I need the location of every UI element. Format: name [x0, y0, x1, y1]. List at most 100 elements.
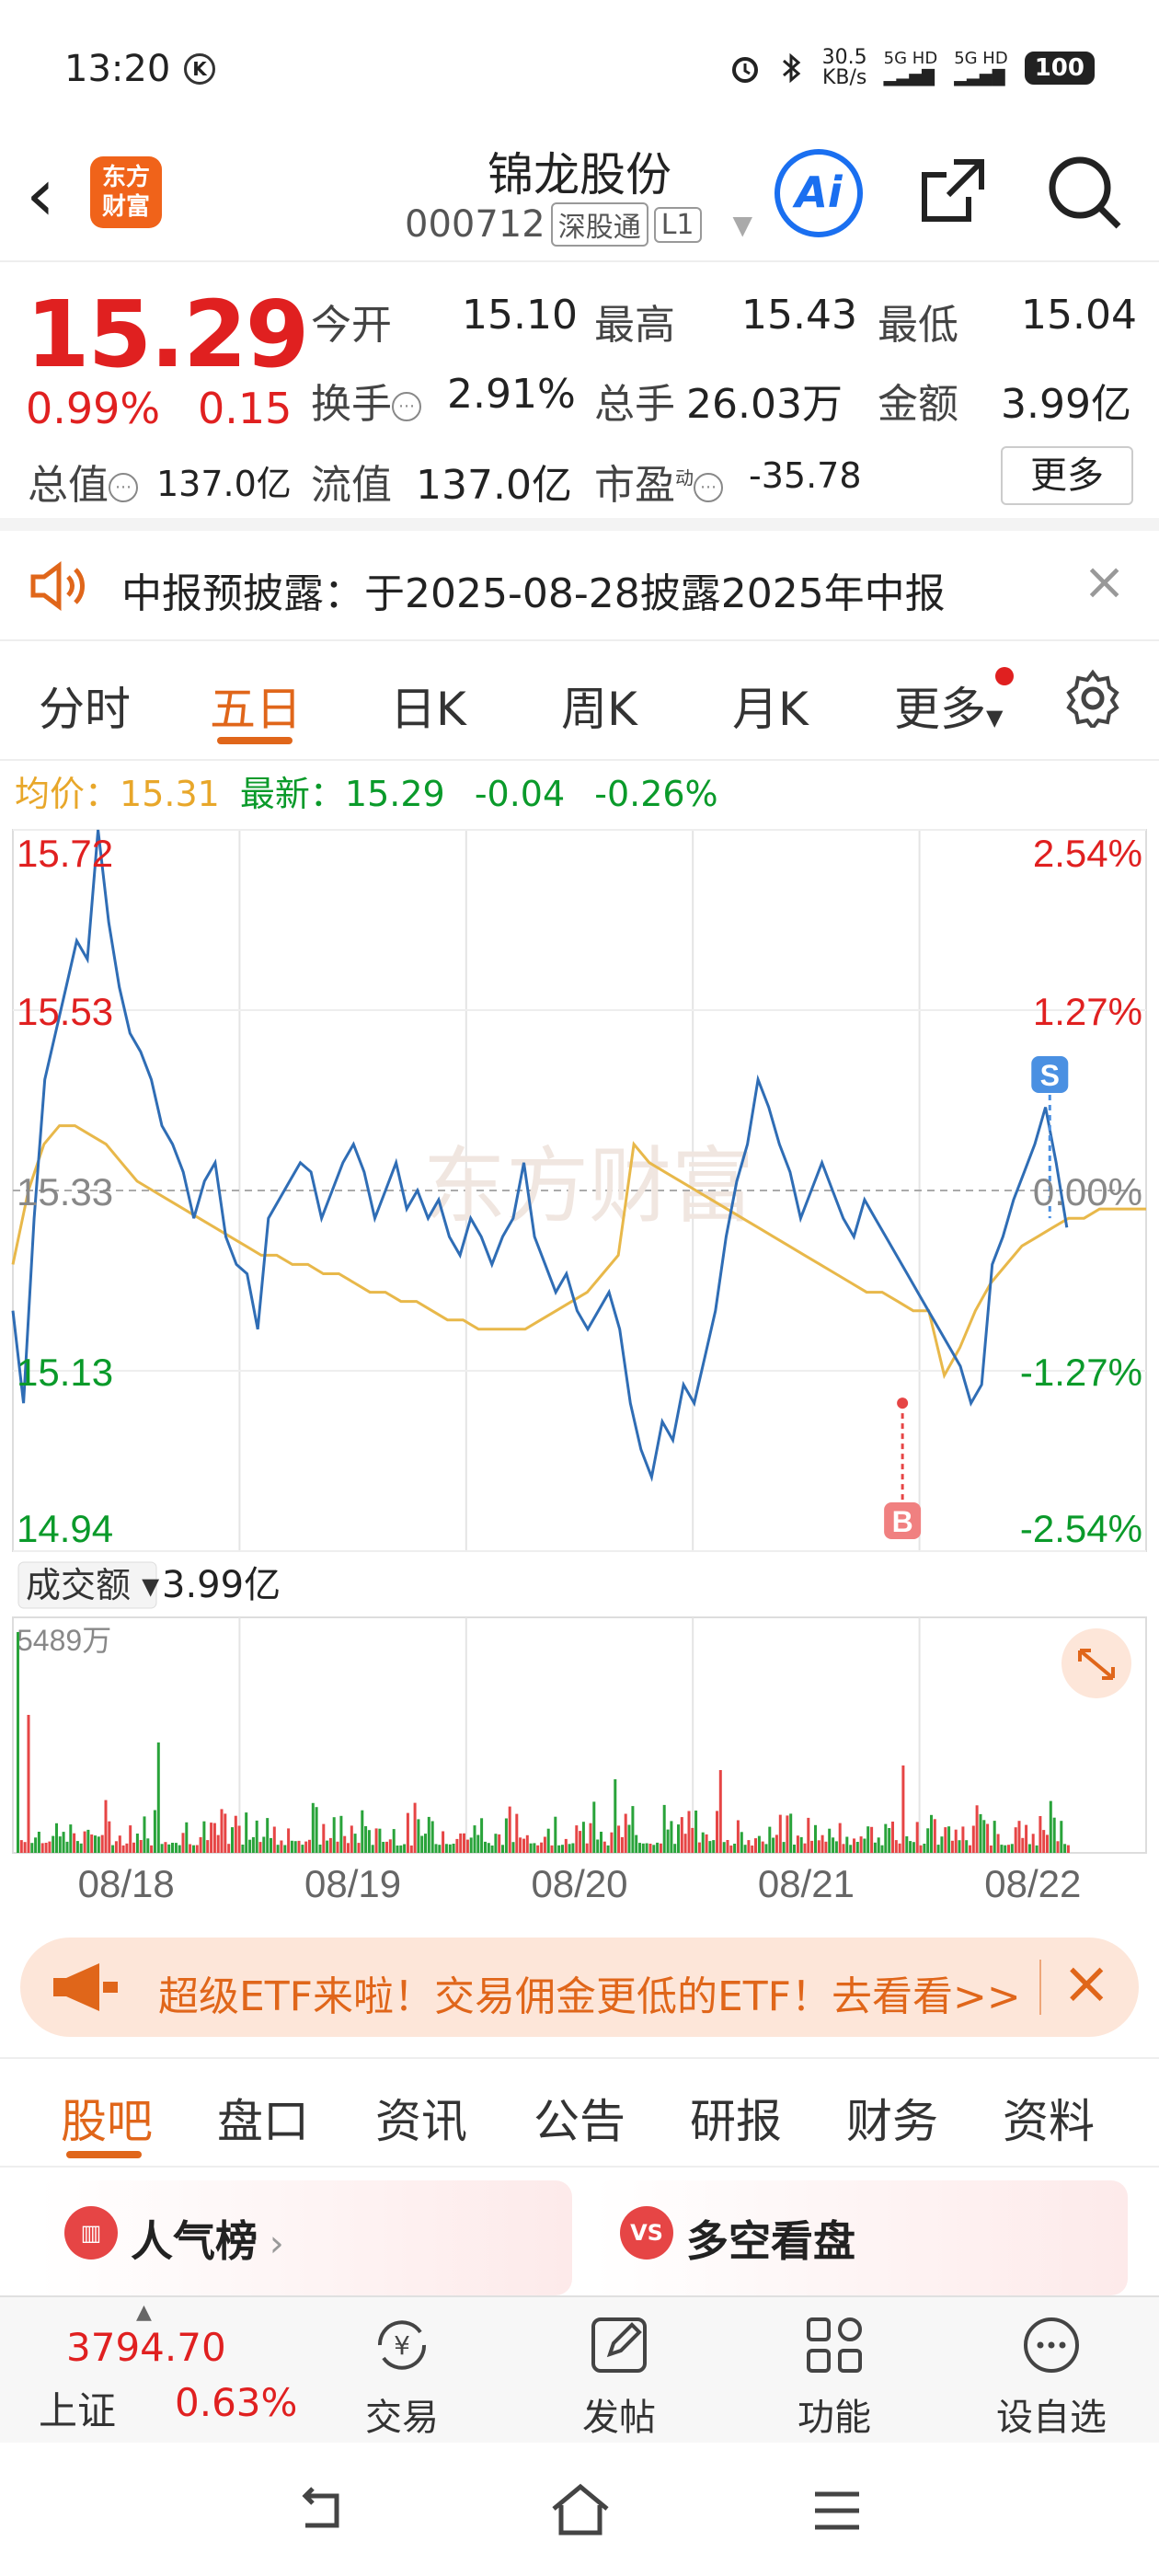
volume-bar: [382, 1842, 385, 1853]
promo-banner[interactable]: 超级ETF来啦！交易佣金更低的ETF！去看看>> ×: [20, 1938, 1139, 2037]
tab-news[interactable]: 资讯: [375, 2095, 467, 2148]
float-value: 137.0亿: [416, 462, 572, 509]
volume-bar: [891, 1822, 894, 1853]
index-pct[interactable]: 0.63%: [175, 2380, 298, 2425]
latest-label: 最新：: [239, 774, 345, 814]
back-icon[interactable]: ‹: [26, 152, 55, 237]
tab-more[interactable]: 更多▼: [894, 683, 1004, 736]
y-axis-label-left: 15.33: [17, 1170, 113, 1213]
volume-bar: [181, 1833, 185, 1853]
volume-bar: [775, 1834, 778, 1853]
volume-bar: [648, 1844, 652, 1853]
volume-bar: [17, 1632, 19, 1853]
volume-bar: [94, 1835, 97, 1853]
volume-bar: [353, 1834, 357, 1853]
notice-bar[interactable]: 中报预披露：于2025-08-28披露2025年中报 ×: [0, 531, 1159, 641]
volume-bar: [1004, 1845, 1007, 1853]
back-nav-icon[interactable]: [294, 2483, 350, 2538]
close-icon[interactable]: ×: [1083, 552, 1126, 612]
volume-bar: [656, 1842, 660, 1853]
volume-bar: [873, 1842, 877, 1853]
ai-button[interactable]: Ai: [775, 149, 863, 237]
volume-bar: [438, 1845, 442, 1853]
volume-bar: [58, 1836, 62, 1853]
volume-bar: [164, 1842, 167, 1853]
volume-bar: [367, 1830, 371, 1853]
volume-bar: [498, 1834, 501, 1853]
nav-post[interactable]: 发帖: [550, 2310, 688, 2439]
sell-marker: [1031, 1056, 1069, 1093]
tab-profile[interactable]: 资料: [1003, 2095, 1095, 2148]
y-axis-label-left: 15.53: [17, 990, 113, 1033]
card-title: 多空看盘: [686, 2216, 855, 2266]
volume-bar: [125, 1843, 129, 1853]
post-icon: [591, 2317, 647, 2373]
tab-forum[interactable]: 股吧: [61, 2095, 153, 2148]
volume-bar: [266, 1818, 270, 1853]
volume-bar: [729, 1846, 733, 1853]
volume-bar: [680, 1817, 683, 1853]
volume-bar: [167, 1844, 171, 1853]
app-logo[interactable]: 东方 财富: [90, 156, 162, 228]
volume-bar: [143, 1816, 146, 1853]
volume-bar: [969, 1845, 971, 1853]
volume-bar: [476, 1834, 480, 1853]
volume-bar: [936, 1845, 940, 1853]
volume-bar: [638, 1843, 641, 1853]
volume-bar: [754, 1838, 757, 1853]
tab-financials[interactable]: 财务: [846, 2095, 938, 2148]
tab-order-book[interactable]: 盘口: [217, 2095, 309, 2148]
pe-value: -35.78: [749, 455, 862, 496]
nav-add-watchlist[interactable]: 设自选: [982, 2310, 1120, 2439]
volume-bar: [845, 1836, 849, 1853]
tab-announcements[interactable]: 公告: [534, 2095, 625, 2148]
index-name[interactable]: 上证: [39, 2388, 117, 2433]
volume-bar: [83, 1831, 86, 1853]
current-price: 15.29: [26, 281, 309, 388]
volume-bar: [1042, 1830, 1046, 1853]
volume-bar: [328, 1837, 332, 1853]
volume-bar: [870, 1826, 874, 1853]
share-icon[interactable]: [915, 155, 989, 228]
speaker-icon: [30, 561, 85, 611]
tab-research[interactable]: 研报: [690, 2095, 782, 2148]
open-label: 今开: [311, 302, 392, 349]
volume-bar: [979, 1813, 982, 1853]
volume-bar: [884, 1823, 888, 1853]
volume-bar: [820, 1834, 824, 1853]
stock-code-row[interactable]: 000712 深股通 L1 ▼: [405, 202, 752, 247]
index-value[interactable]: 3794.70: [66, 2325, 226, 2370]
gear-icon[interactable]: [1063, 669, 1122, 728]
volume-bar: [659, 1843, 662, 1853]
tab-weekly-k[interactable]: 周K: [561, 683, 637, 736]
tab-intraday[interactable]: 分时: [39, 683, 131, 736]
popularity-card[interactable]: ▥ 人气榜 ›: [39, 2180, 572, 2295]
volume-type-select[interactable]: [17, 1561, 157, 1609]
volume-bar: [301, 1845, 304, 1853]
five-day-chart[interactable]: 东方财富 S B 15.72 2.54% 15.53 1.27% 15.33 0.00% 15…: [0, 819, 1159, 1923]
volume-bar: [129, 1825, 132, 1853]
volume-bar: [919, 1845, 923, 1853]
tab-five-day[interactable]: 五日: [210, 683, 302, 736]
tab-daily-k[interactable]: 日K: [390, 683, 466, 736]
volume-bar: [424, 1834, 427, 1853]
nav-functions[interactable]: 功能: [765, 2310, 903, 2439]
volume-bar: [413, 1802, 417, 1853]
grid-icon: [807, 2317, 862, 2373]
search-icon[interactable]: [1043, 151, 1126, 234]
volume-bar: [19, 1840, 23, 1853]
tab-monthly-k[interactable]: 月K: [732, 683, 809, 736]
promo-text: 超级ETF来啦！交易佣金更低的ETF！去看看>>: [158, 1973, 1021, 2020]
close-icon[interactable]: ×: [1061, 1949, 1111, 2018]
low-label: 最低: [878, 302, 958, 349]
volume-bar: [666, 1829, 670, 1853]
high-value: 15.43: [741, 292, 857, 339]
more-button[interactable]: 更多: [1001, 446, 1133, 505]
menu-nav-icon[interactable]: [809, 2485, 865, 2536]
volume-bar: [536, 1845, 540, 1853]
home-nav-icon[interactable]: [548, 2481, 613, 2538]
nav-trade[interactable]: ¥ 交易: [333, 2310, 471, 2439]
bull-bear-card[interactable]: VS 多空看盘: [594, 2180, 1128, 2295]
volume-bar: [697, 1842, 701, 1853]
signal-2: 5G HD ▂▃▅▇: [954, 49, 1008, 86]
